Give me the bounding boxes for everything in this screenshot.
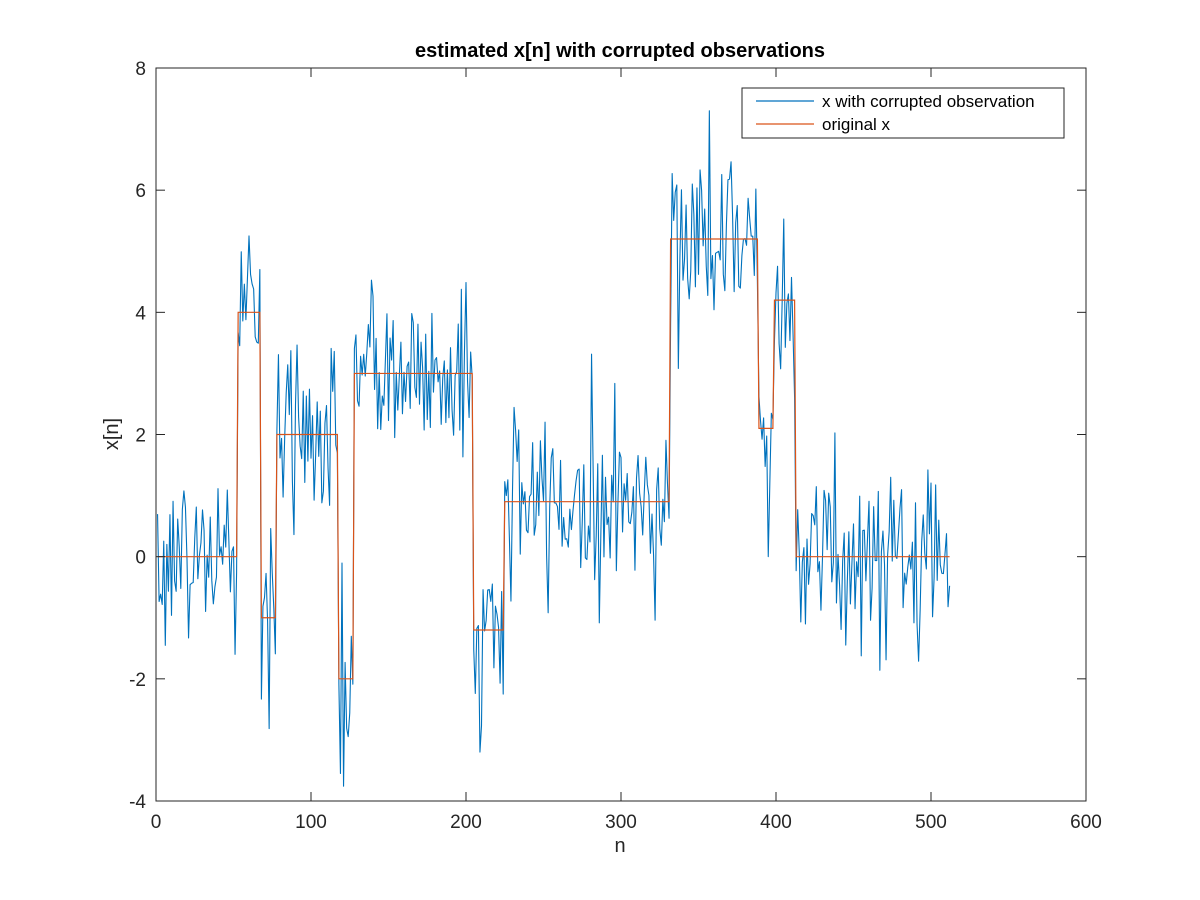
series-line-original [157,238,950,680]
y-axis-label: x[n] [101,418,123,450]
y-tick-label: -2 [129,670,146,691]
y-tick-label: 6 [135,181,146,202]
legend: x with corrupted observation original x [741,87,1065,139]
y-tick-label: 8 [135,59,146,80]
legend-label-corrupted: x with corrupted observation [822,92,1035,111]
legend-label-original: original x [822,115,891,134]
x-axis-label: n [614,835,625,857]
y-tick-label: 0 [135,548,146,569]
x-tick-label: 100 [295,812,327,833]
x-tick-label: 500 [915,812,947,833]
x-tick-label: 600 [1070,812,1102,833]
axes-layer: 0 100 200 300 400 500 600 -4 -2 0 2 4 6 8 [129,59,1102,833]
chart-title: estimated x[n] with corrupted observatio… [415,40,825,62]
y-tick-label: 2 [135,426,146,447]
y-tick-label: -4 [129,792,146,813]
series-layer [157,110,951,787]
x-tick-label: 300 [605,812,637,833]
x-tick-label: 400 [760,812,792,833]
series-line-corrupted [157,110,951,787]
y-tick-label: 4 [135,303,146,324]
legend-box [741,87,1065,139]
x-tick-label: 0 [151,812,162,833]
x-tick-label: 200 [450,812,482,833]
